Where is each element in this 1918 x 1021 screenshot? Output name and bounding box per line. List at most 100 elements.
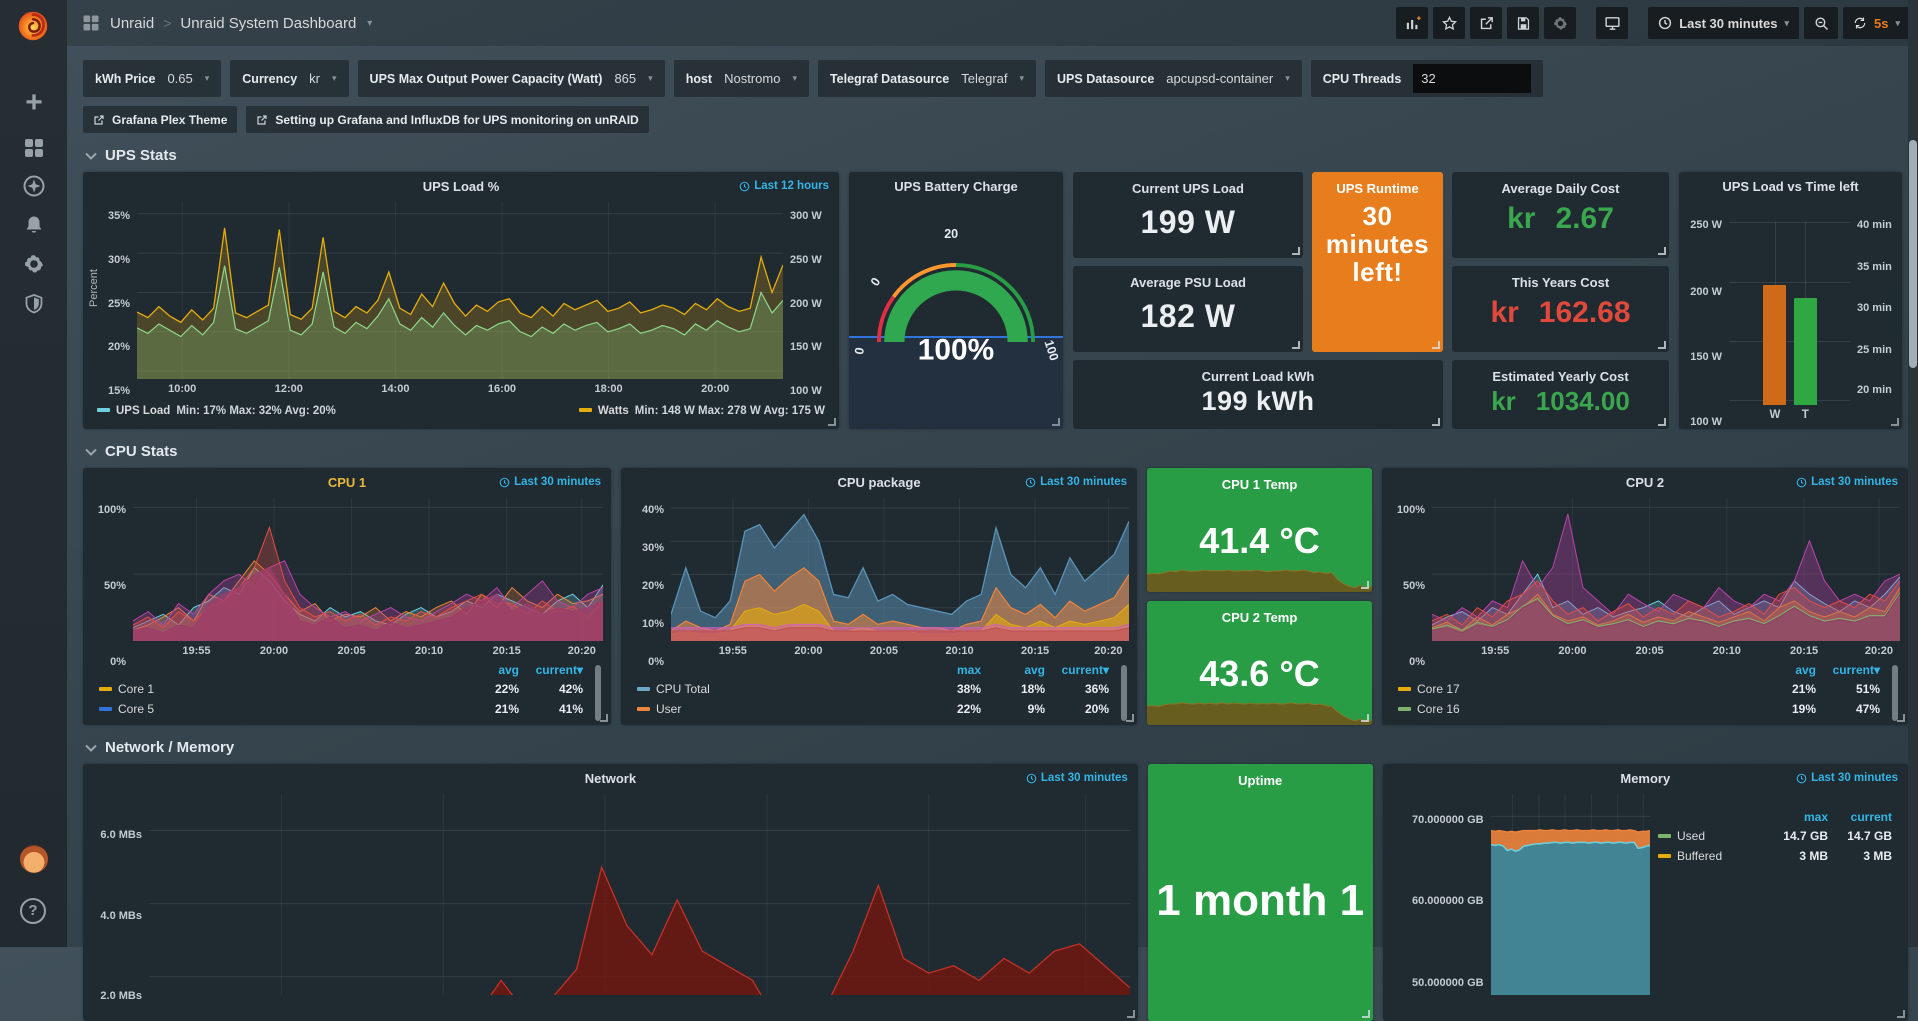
panel-current-ups-load[interactable]: Current UPS Load 199 W — [1073, 172, 1303, 258]
legend-column-current[interactable]: current▾ — [527, 661, 591, 679]
save-button[interactable] — [1507, 7, 1539, 39]
panel-title[interactable]: UPS Battery Charge — [849, 179, 1063, 194]
breadcrumb-current[interactable]: Unraid System Dashboard — [180, 15, 356, 32]
page-scrollbar[interactable] — [1908, 0, 1918, 947]
legend-column-max[interactable]: max — [925, 661, 989, 679]
y-axis-tick: 20% — [108, 341, 130, 353]
variable-ups-max-output-power-capacity-watt[interactable]: UPS Max Output Power Capacity (Watt)865▾ — [358, 60, 665, 97]
legend-column-avg[interactable]: avg — [1760, 661, 1824, 679]
legend-column-current[interactable]: current▾ — [1824, 661, 1888, 679]
panel-time-range[interactable]: Last 30 minutes — [1796, 772, 1898, 784]
panel-current-load-kwh[interactable]: Current Load kWh 199 kWh — [1073, 360, 1443, 429]
dashboard-link-setting-up-grafana-and-influxd[interactable]: Setting up Grafana and InfluxDB for UPS … — [246, 106, 648, 133]
panel-title[interactable]: Network — [83, 771, 1138, 786]
breadcrumb-root[interactable]: Unraid — [110, 15, 154, 32]
time-range-picker[interactable]: Last 30 minutes ▾ — [1648, 7, 1799, 39]
configuration-gear-icon[interactable] — [22, 252, 46, 276]
series-toggle-core-16[interactable]: Core 16 — [1390, 699, 1760, 719]
grafana-logo-icon[interactable] — [14, 6, 52, 44]
cycle-view-monitor-icon[interactable] — [1596, 7, 1628, 39]
series-toggle-buffered[interactable]: Buffered — [1650, 846, 1772, 866]
legend-column-avg[interactable]: avg — [989, 661, 1053, 679]
panel-title[interactable]: UPS Load % — [83, 179, 839, 194]
legend-column-current[interactable]: current▾ — [1053, 661, 1117, 679]
section-ups-stats[interactable]: UPS Stats — [85, 147, 1908, 164]
dashboard-settings-gear-icon[interactable] — [1544, 7, 1576, 39]
zoom-out-button[interactable] — [1804, 7, 1838, 39]
series-toggle-user[interactable]: User — [629, 699, 925, 719]
bar-t[interactable] — [1794, 298, 1817, 405]
refresh-picker[interactable]: 5s ▾ — [1843, 7, 1910, 39]
legend-scrollbar[interactable] — [1121, 665, 1127, 721]
dashboard-grid-icon[interactable] — [81, 13, 101, 33]
panel-time-range[interactable]: Last 12 hours — [739, 180, 829, 192]
scrollbar-thumb[interactable] — [1909, 140, 1917, 368]
section-cpu-stats[interactable]: CPU Stats — [85, 443, 1908, 460]
section-network-memory[interactable]: Network / Memory — [85, 739, 1908, 756]
series-toggle-core-17[interactable]: Core 17 — [1390, 679, 1760, 699]
legend-scrollbar[interactable] — [595, 665, 601, 721]
y-axis-tick: 70.000000 GB — [1412, 814, 1484, 826]
help-icon[interactable]: ? — [20, 898, 46, 924]
panel-cpu2-temp[interactable]: CPU 2 Temp 43.6 °C — [1147, 601, 1372, 725]
variable-value[interactable]: 865 — [614, 71, 636, 86]
variable-value[interactable]: Nostromo — [724, 71, 780, 86]
variable-input[interactable] — [1413, 64, 1531, 93]
share-button[interactable] — [1470, 7, 1502, 39]
panel-ups-runtime[interactable]: UPS Runtime 30 minutes left! — [1312, 172, 1443, 352]
legend-scrollbar[interactable] — [1892, 665, 1898, 721]
bar-w[interactable] — [1763, 285, 1786, 405]
add-panel-button[interactable] — [1396, 7, 1428, 39]
breadcrumb-caret-icon[interactable]: ▾ — [367, 18, 372, 29]
variable-value[interactable]: 0.65 — [167, 71, 192, 86]
explore-compass-icon[interactable] — [22, 174, 46, 198]
series-toggle-used[interactable]: Used — [1650, 826, 1772, 846]
legend-column-avg[interactable]: avg — [463, 661, 527, 679]
panel-cpu1-temp[interactable]: CPU 1 Temp 41.4 °C — [1147, 468, 1372, 592]
panel-time-range[interactable]: Last 30 minutes — [1025, 476, 1127, 488]
series-toggle-cpu-total[interactable]: CPU Total — [629, 679, 925, 699]
series-toggle-core-1[interactable]: Core 1 — [91, 679, 463, 699]
variable-value[interactable]: apcupsd-container — [1166, 71, 1273, 86]
currency-prefix: kr — [1491, 386, 1516, 417]
star-button[interactable] — [1433, 7, 1465, 39]
variable-value[interactable]: kr — [309, 71, 320, 86]
dashboard-link-grafana-plex-theme[interactable]: Grafana Plex Theme — [83, 106, 237, 133]
panel-title[interactable]: UPS Load vs Time left — [1679, 179, 1902, 194]
series-toggle-core-5[interactable]: Core 5 — [91, 699, 463, 719]
alerting-bell-icon[interactable] — [22, 213, 46, 237]
dashboards-grid-icon[interactable] — [22, 136, 46, 160]
user-avatar[interactable] — [20, 845, 48, 873]
panel-uptime[interactable]: Uptime 1 month 1 — [1148, 764, 1373, 1021]
variable-value[interactable]: Telegraf — [961, 71, 1007, 86]
legend-column-current[interactable]: current — [1836, 808, 1900, 826]
stat-title: This Years Cost — [1452, 275, 1669, 290]
panel-time-range[interactable]: Last 30 minutes — [1796, 476, 1898, 488]
panel-average-psu-load[interactable]: Average PSU Load 182 W — [1073, 266, 1303, 352]
create-plus-icon[interactable]: + — [22, 92, 46, 116]
y-axis-tick: 30% — [108, 254, 130, 266]
legend-value: 3 MB — [1772, 846, 1836, 866]
server-admin-shield-icon[interactable] — [22, 292, 46, 316]
legend-column-max[interactable]: max — [1772, 808, 1836, 826]
panel-time-range[interactable]: Last 30 minutes — [499, 476, 601, 488]
panel-time-range[interactable]: Last 30 minutes — [1026, 772, 1128, 784]
variable-cpu-threads[interactable]: CPU Threads — [1311, 60, 1544, 97]
